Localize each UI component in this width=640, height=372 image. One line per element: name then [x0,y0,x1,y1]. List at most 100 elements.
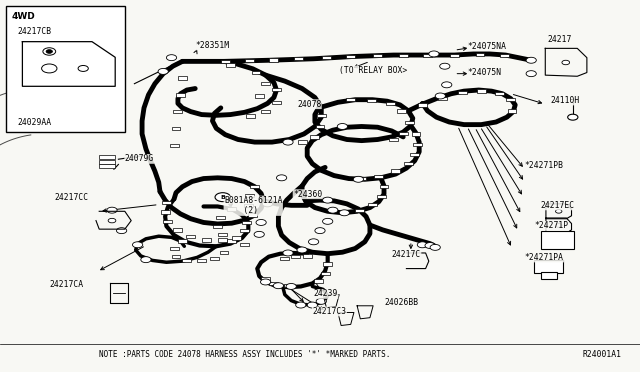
Circle shape [78,65,88,71]
Bar [218,233,227,236]
Bar [227,208,236,211]
Bar [248,213,257,217]
Bar [423,54,432,57]
Bar [373,54,382,58]
Bar [294,57,303,61]
Bar [178,77,187,80]
Bar [232,237,241,240]
Bar [176,93,185,97]
Text: 24239: 24239 [314,289,338,298]
Bar [162,201,171,205]
Bar [541,231,574,249]
Bar [534,260,563,273]
Circle shape [141,257,151,263]
Bar [213,224,222,228]
Text: 24217: 24217 [547,35,572,44]
Bar [314,279,323,283]
Bar [242,221,251,224]
Bar [404,162,413,165]
Text: 24026BB: 24026BB [384,298,418,307]
Bar [495,92,504,95]
Bar [178,240,187,243]
Bar [291,255,300,258]
Text: 4WD: 4WD [12,12,35,21]
Text: B081A8-6121A
    (2): B081A8-6121A (2) [224,196,282,215]
Circle shape [442,82,452,88]
Circle shape [417,242,428,248]
Circle shape [323,197,333,203]
Bar [284,284,292,287]
Circle shape [323,218,333,224]
Bar [172,126,180,130]
Bar [389,138,398,141]
Bar [280,257,289,260]
Circle shape [297,247,307,253]
Bar [245,194,254,197]
Text: 24217CC: 24217CC [54,193,88,202]
Circle shape [108,218,116,223]
Text: *28351M: *28351M [195,41,229,50]
Bar [240,229,249,232]
Circle shape [215,193,230,202]
Circle shape [353,176,364,182]
Bar [500,54,509,58]
Bar [357,177,366,180]
Bar [163,219,172,223]
Circle shape [260,279,271,285]
Bar [541,272,557,279]
Bar [182,259,191,262]
Circle shape [440,63,450,69]
Circle shape [254,231,264,237]
Bar [458,90,467,94]
Text: *24075N: *24075N [467,68,501,77]
Bar [272,87,281,91]
Bar [317,114,326,117]
Text: 24217C: 24217C [392,250,421,259]
Bar [240,243,249,247]
Bar [374,175,383,178]
Bar [476,53,484,57]
Bar [377,195,386,198]
Bar [6,6,125,132]
Text: 24217EC: 24217EC [541,201,575,210]
Circle shape [283,139,293,145]
Bar [170,144,179,147]
Bar [170,247,179,250]
Bar [246,115,255,118]
Text: 24217CB: 24217CB [18,27,52,36]
Circle shape [562,60,570,65]
Bar [355,209,364,212]
Bar [173,110,182,113]
Circle shape [328,207,338,213]
Circle shape [556,209,562,213]
Bar [269,58,278,61]
Bar [322,56,331,60]
Bar [252,71,260,74]
Bar [250,185,259,189]
Bar [410,153,419,156]
Bar [216,216,225,219]
Bar [298,140,307,144]
Bar [397,109,406,112]
Circle shape [526,57,536,63]
Bar [399,54,408,57]
Circle shape [337,124,348,129]
Text: 24110H: 24110H [550,96,580,105]
Circle shape [43,48,56,55]
Circle shape [307,302,317,308]
Bar [161,210,170,214]
Bar [245,59,254,62]
Circle shape [430,244,440,250]
Bar [380,185,388,189]
Bar [226,64,235,67]
Circle shape [283,250,293,256]
Circle shape [158,68,168,74]
Circle shape [166,55,177,61]
Circle shape [116,228,127,234]
Bar [438,97,447,100]
Circle shape [316,298,326,304]
Bar [413,142,422,146]
Bar [477,89,486,93]
Bar [186,235,195,238]
Circle shape [339,210,349,216]
